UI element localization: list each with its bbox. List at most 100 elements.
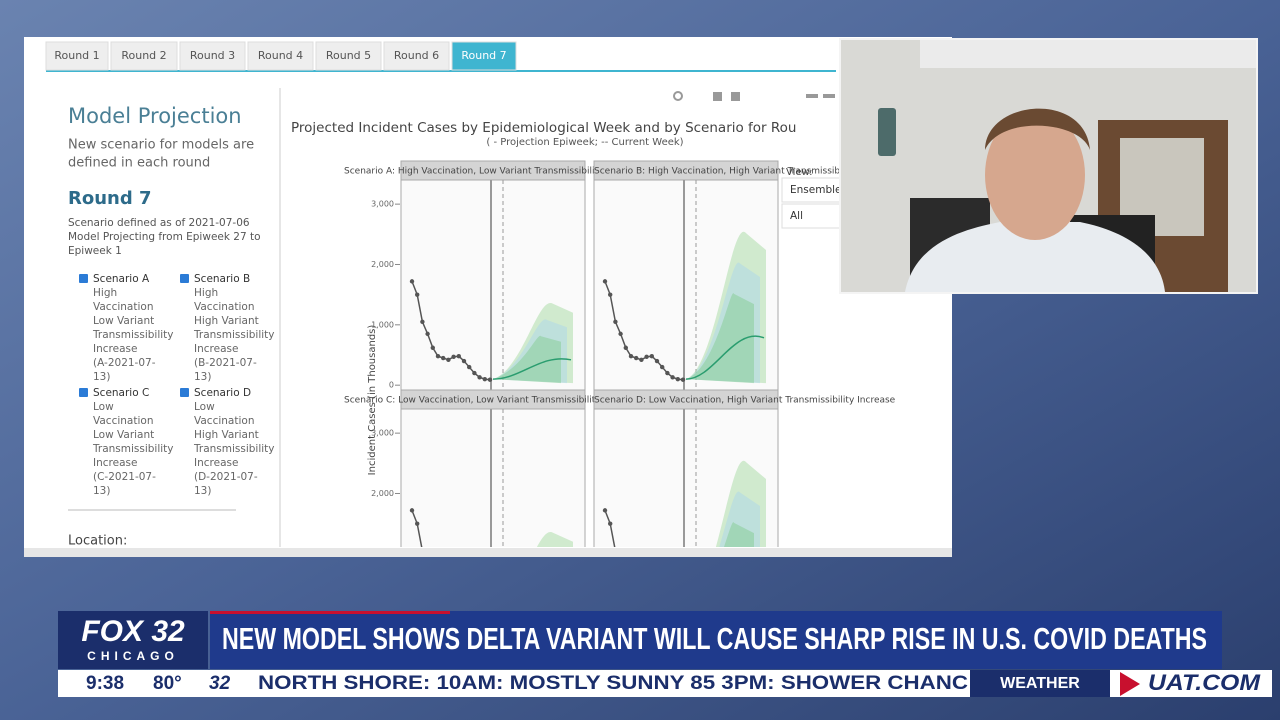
tab[interactable] (383, 41, 450, 71)
scenario-name: Scenario C (93, 387, 149, 399)
sidebar-title: Model Projection (68, 104, 242, 128)
observed-point (409, 508, 415, 513)
zoom-out-icon[interactable] (731, 92, 740, 101)
projection-band (493, 319, 567, 384)
projection-band (723, 522, 754, 547)
sponsor-arrow (1120, 672, 1140, 696)
observed-point (602, 279, 608, 284)
scenario-detail: Increase (194, 343, 238, 355)
tab[interactable] (315, 41, 382, 71)
observed-point (644, 354, 649, 360)
scrollbar (24, 548, 952, 557)
observed-point (649, 354, 654, 359)
scenario-detail: Vaccination (93, 415, 153, 427)
observed-point (425, 331, 430, 337)
weather-label: WEATHER (1000, 675, 1080, 692)
scenario-detail: (A-2021-07- (93, 357, 156, 369)
observed-point (613, 319, 618, 325)
round-info: Scenario defined as of 2021-07-06 (68, 217, 250, 229)
scenario-list: Scenario A High Vaccination Low Variant Tran… (79, 273, 275, 497)
observed-point (446, 357, 451, 363)
observed-point (623, 345, 628, 350)
tab[interactable] (179, 41, 246, 71)
round-heading: Round 7 (68, 188, 152, 209)
checkbox[interactable] (180, 274, 189, 283)
all-text: All (790, 210, 803, 222)
channel-city: CHICAGO (87, 649, 179, 663)
sponsor: UAT.COM (1148, 670, 1261, 695)
projection-band (715, 460, 766, 547)
compare-icon[interactable] (806, 94, 818, 98)
observed-point (451, 354, 456, 360)
observed-point (654, 358, 660, 364)
logo-box (58, 611, 208, 669)
plot-area: Scenario A: High Vaccination, Low Varian… (344, 160, 898, 547)
checkbox[interactable] (79, 274, 88, 283)
face (985, 110, 1085, 240)
observed-point (639, 357, 644, 363)
tab[interactable] (451, 41, 517, 71)
shirt (905, 222, 1165, 292)
round-info: Epiweek 1 (68, 245, 122, 257)
scenario-detail: 13) (194, 371, 211, 383)
scenario-detail: Low Variant (93, 429, 154, 441)
toolbar (673, 91, 835, 101)
tab-label: Round 6 (394, 49, 439, 62)
sidebar-subtitle: New scenario for models are (68, 138, 254, 153)
observed-point (482, 376, 487, 382)
zoom-in-icon[interactable] (713, 92, 722, 101)
observed-point (409, 279, 415, 284)
tab-label: Round 1 (54, 49, 99, 62)
projection-band (493, 302, 573, 384)
webcam (839, 38, 1258, 294)
headline: NEW MODEL SHOWS DELTA VARIANT WILL CAUSE… (222, 621, 1207, 656)
view-label: View: (786, 167, 813, 178)
zoom-icon[interactable] (673, 91, 683, 101)
projection-band (719, 491, 760, 547)
location-label: Location: (68, 534, 127, 549)
checkbox[interactable] (180, 388, 189, 397)
temperature: 80° (153, 673, 182, 694)
observed-point (415, 292, 420, 297)
checkbox[interactable] (79, 388, 88, 397)
scenario-detail: (C-2021-07- (93, 471, 156, 483)
panel-header (400, 389, 586, 410)
tab[interactable] (45, 41, 109, 71)
panel-title: Scenario B: High Vaccination, High Varia… (594, 167, 898, 177)
observed-point (456, 354, 461, 359)
observed-point (675, 376, 680, 382)
observed-point (435, 354, 441, 359)
observed-point (665, 370, 670, 376)
tab[interactable] (110, 41, 178, 71)
observed-point (660, 364, 665, 370)
observed-point (420, 319, 425, 325)
hair (985, 108, 1090, 150)
observed-point (487, 377, 493, 382)
observed-point (634, 355, 639, 361)
ticker-text: NORTH SHORE: 10AM: MOSTLY SUNNY 85 3PM: … (258, 673, 968, 694)
tab[interactable] (247, 41, 314, 71)
panel-bg (593, 179, 779, 391)
panel-header (593, 389, 779, 410)
scenario-detail: Low (194, 401, 215, 413)
observed-point (602, 508, 608, 513)
scenario-detail: High Variant (194, 315, 259, 327)
ensemble-button[interactable] (781, 177, 841, 203)
scenario-detail: Low Variant (93, 315, 154, 327)
scenario-detail: Transmissibility (92, 329, 174, 341)
scenario-detail: 13) (194, 485, 211, 497)
projection-band (686, 293, 754, 384)
projection-band (686, 262, 760, 384)
sidebar-subtitle: defined in each round (68, 156, 210, 171)
chart-title: Projected Incident Cases by Epidemiologi… (291, 120, 797, 136)
hover-icon[interactable] (823, 94, 835, 98)
panel-header (400, 160, 586, 181)
channel-logo: FOX 32 (81, 615, 185, 648)
projection-band (493, 335, 561, 384)
projection-median (685, 335, 765, 380)
scenario-detail: Increase (93, 457, 137, 469)
scenario-detail: (B-2021-07- (194, 357, 257, 369)
projection-median (492, 358, 572, 380)
scenario-detail: 13) (93, 485, 110, 497)
